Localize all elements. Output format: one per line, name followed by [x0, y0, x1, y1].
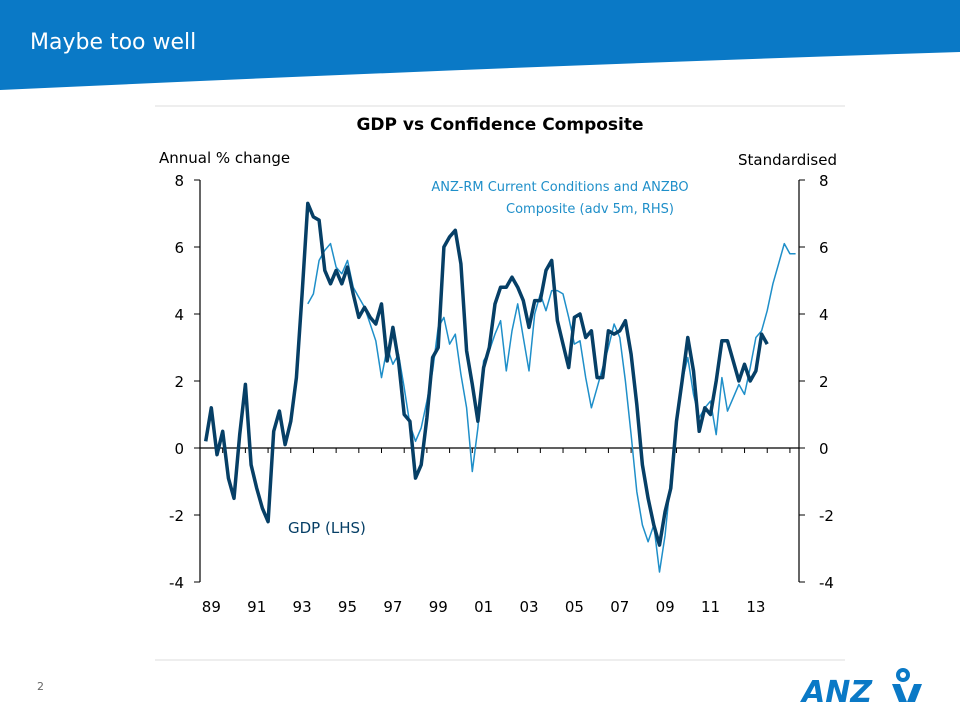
x-tick-label: 03 — [519, 598, 538, 616]
x-tick-label: 13 — [746, 598, 765, 616]
x-tick-label: 95 — [338, 598, 357, 616]
confidence-annotation-line2: Composite (adv 5m, RHS) — [506, 202, 674, 217]
left-tick-label: 8 — [174, 172, 184, 190]
right-tick-label: 6 — [819, 239, 829, 257]
x-tick-label: 97 — [383, 598, 402, 616]
confidence-annotation-line1: ANZ-RM Current Conditions and ANZBO — [431, 180, 688, 195]
series-lines — [203, 201, 796, 573]
left-axis-label: Annual % change — [159, 149, 290, 167]
x-tick-label: 93 — [293, 598, 312, 616]
right-tick-label: -4 — [819, 574, 834, 592]
axes: 8 6 4 2 0 -2 -4 8 6 4 2 0 -2 -4 89 91 93 95 97 99 01 03 05 07 09… — [169, 172, 834, 616]
right-tick-label: -2 — [819, 507, 834, 525]
right-tick-label: 8 — [819, 172, 829, 190]
right-tick-label: 4 — [819, 306, 829, 324]
left-tick-label: 0 — [174, 440, 184, 458]
x-tick-label: 89 — [202, 598, 221, 616]
left-tick-label: 4 — [174, 306, 184, 324]
page-number: 2 — [37, 680, 44, 693]
left-tick-label: 6 — [174, 239, 184, 257]
gdp-annotation: GDP (LHS) — [288, 519, 366, 537]
x-tick-label: 01 — [474, 598, 493, 616]
right-tick-label: 0 — [819, 440, 829, 458]
left-tick-label: -4 — [169, 574, 184, 592]
right-tick-label: 2 — [819, 373, 829, 391]
left-tick-label: -2 — [169, 507, 184, 525]
title-banner — [0, 0, 960, 90]
chart-title: GDP vs Confidence Composite — [356, 115, 643, 135]
x-tick-label: 05 — [565, 598, 584, 616]
banner-shape — [0, 0, 960, 90]
left-tick-label: 2 — [174, 373, 184, 391]
x-tick-label: 11 — [701, 598, 720, 616]
anz-logo-wordmark: ANZ — [800, 675, 873, 709]
x-tick-label: 91 — [247, 598, 266, 616]
anz-logo: ANZ — [800, 668, 922, 709]
slide-title: Maybe too well — [30, 30, 197, 55]
gdp-series-line — [203, 201, 769, 547]
right-axis-label: Standardised — [738, 151, 837, 169]
x-tick-label: 09 — [656, 598, 675, 616]
confidence-series-line — [307, 242, 796, 573]
x-tick-label: 99 — [429, 598, 448, 616]
anz-people-icon — [892, 668, 922, 702]
x-tick-label: 07 — [610, 598, 629, 616]
